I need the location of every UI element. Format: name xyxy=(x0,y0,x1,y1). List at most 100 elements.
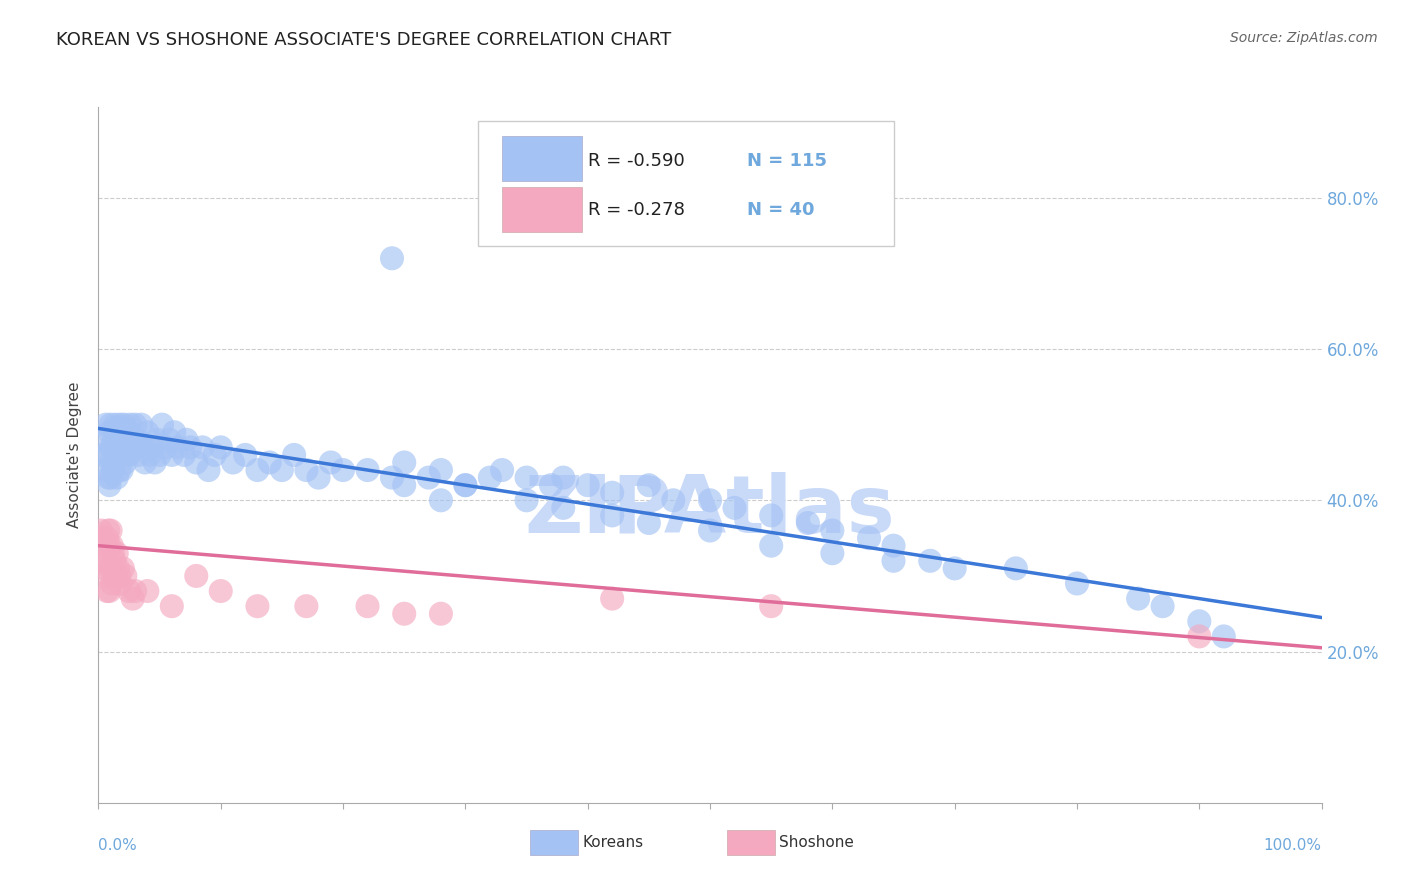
Point xyxy=(101,463,124,477)
Point xyxy=(136,425,159,440)
Point xyxy=(553,470,575,484)
Point xyxy=(94,417,117,432)
Point xyxy=(821,546,844,560)
Point xyxy=(104,417,127,432)
Point xyxy=(118,425,141,440)
Point xyxy=(454,478,477,492)
Point xyxy=(638,478,661,492)
Point xyxy=(883,554,905,568)
Point xyxy=(110,417,132,432)
Point xyxy=(98,539,121,553)
Point xyxy=(93,448,115,462)
Point xyxy=(392,455,416,469)
Point xyxy=(97,524,120,538)
Point xyxy=(797,516,820,530)
Point xyxy=(150,417,173,432)
Point xyxy=(139,448,162,462)
Point xyxy=(114,433,136,447)
Point xyxy=(662,493,685,508)
Point xyxy=(111,448,134,462)
Point xyxy=(209,584,232,599)
Text: R = -0.278: R = -0.278 xyxy=(588,201,685,219)
Point xyxy=(356,463,378,477)
Point xyxy=(1188,629,1211,643)
Point xyxy=(761,539,783,553)
Point xyxy=(723,500,745,515)
Point xyxy=(91,554,114,568)
Point xyxy=(100,524,122,538)
Point xyxy=(93,539,115,553)
Point xyxy=(111,425,134,440)
Text: ZIPAtlas: ZIPAtlas xyxy=(524,472,896,549)
Point xyxy=(97,470,120,484)
Point xyxy=(103,433,125,447)
Point xyxy=(128,448,150,462)
Point xyxy=(98,425,121,440)
Point xyxy=(821,524,844,538)
Point xyxy=(90,524,112,538)
Point xyxy=(105,470,128,484)
Point xyxy=(101,576,124,591)
Point xyxy=(430,493,453,508)
Point xyxy=(94,554,117,568)
Point xyxy=(100,470,122,484)
Point xyxy=(91,433,114,447)
Point xyxy=(149,448,172,462)
Point xyxy=(107,448,129,462)
Point xyxy=(107,561,129,575)
Point xyxy=(110,576,132,591)
Text: KOREAN VS SHOSHONE ASSOCIATE'S DEGREE CORRELATION CHART: KOREAN VS SHOSHONE ASSOCIATE'S DEGREE CO… xyxy=(56,31,672,49)
Text: R = -0.590: R = -0.590 xyxy=(588,152,685,169)
Point xyxy=(105,448,128,462)
Point xyxy=(515,493,537,508)
Point xyxy=(186,569,208,583)
Point xyxy=(1004,561,1026,575)
Point xyxy=(209,441,232,455)
Point xyxy=(392,478,416,492)
Point xyxy=(600,485,623,500)
Point xyxy=(167,441,190,455)
Point xyxy=(97,569,120,583)
Point xyxy=(332,463,354,477)
Point xyxy=(105,433,128,447)
Point xyxy=(222,455,245,469)
Point xyxy=(176,433,198,447)
Point xyxy=(124,584,146,599)
Point xyxy=(515,470,537,484)
Point xyxy=(118,584,141,599)
Point xyxy=(143,455,166,469)
Point xyxy=(96,584,118,599)
Point xyxy=(96,463,118,477)
Point xyxy=(111,561,134,575)
Point xyxy=(638,516,661,530)
Point xyxy=(115,448,138,462)
Point xyxy=(430,463,453,477)
Text: 100.0%: 100.0% xyxy=(1264,838,1322,854)
Point xyxy=(121,433,143,447)
Point xyxy=(186,455,208,469)
FancyBboxPatch shape xyxy=(478,121,894,246)
Point xyxy=(124,417,146,432)
Point xyxy=(101,546,124,560)
Point xyxy=(246,599,269,614)
Point xyxy=(179,441,201,455)
Point xyxy=(141,441,163,455)
Text: Shoshone: Shoshone xyxy=(779,835,853,849)
Point xyxy=(1188,615,1211,629)
Point xyxy=(418,470,440,484)
Point xyxy=(146,433,169,447)
Point xyxy=(120,441,142,455)
Point xyxy=(124,441,146,455)
Point xyxy=(93,561,115,575)
Point xyxy=(157,433,180,447)
Point xyxy=(319,455,342,469)
Point xyxy=(134,455,156,469)
Point xyxy=(112,441,135,455)
Point xyxy=(96,531,118,545)
Point xyxy=(204,448,226,462)
Point xyxy=(108,569,131,583)
Point xyxy=(491,463,513,477)
Point xyxy=(430,607,453,621)
Point xyxy=(127,433,149,447)
Point xyxy=(114,455,136,469)
